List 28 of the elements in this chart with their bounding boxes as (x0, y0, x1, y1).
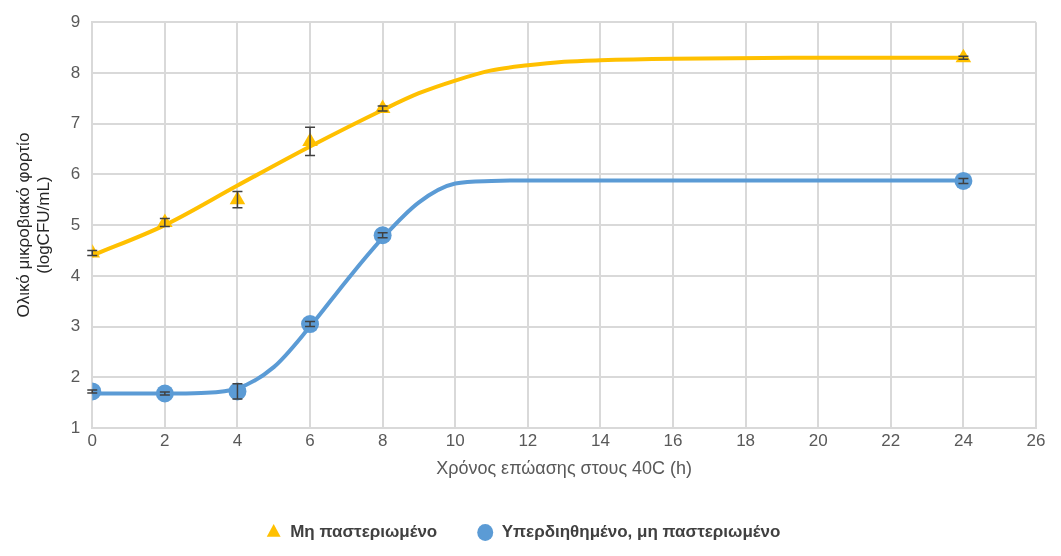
y-tick-label: 3 (70, 316, 81, 336)
x-tick-label: 10 (445, 430, 465, 450)
y-tick-label: 9 (70, 11, 81, 31)
x-tick-label: 6 (305, 430, 315, 450)
x-axis-title: Χρόνος επώασης στους 40C (h) (436, 458, 693, 479)
x-tick-label: 8 (377, 430, 388, 450)
x-tick-label: 26 (1026, 430, 1046, 450)
y-tick-label: 8 (70, 62, 81, 82)
x-tick-label: 4 (232, 430, 243, 450)
x-tick-label: 14 (590, 430, 610, 450)
legend-label: Υπερδιηθημένο, μη παστεριωμένο (501, 522, 781, 542)
y-tick-label: 6 (70, 164, 81, 184)
y-tick-label: 1 (70, 417, 81, 437)
y-tick-label: 2 (70, 366, 81, 386)
x-tick-label: 0 (87, 430, 97, 450)
y-axis-title: Ολικό μικροβιακό φορτίο (logCFU/mL) (13, 132, 54, 318)
x-tick-label: 12 (518, 430, 538, 450)
y-tick-label: 7 (70, 113, 81, 133)
x-tick-label: 20 (808, 430, 828, 450)
x-tick-label: 18 (736, 430, 756, 450)
y-tick-label: 4 (70, 265, 81, 285)
x-tick-label: 2 (160, 430, 170, 450)
y-tick-label: 5 (70, 214, 81, 234)
x-tick-label: 24 (953, 430, 973, 450)
x-tick-label: 16 (663, 430, 683, 450)
x-tick-label: 22 (881, 430, 901, 450)
legend-label: Μη παστεριωμένο (290, 522, 438, 542)
point (954, 171, 973, 190)
